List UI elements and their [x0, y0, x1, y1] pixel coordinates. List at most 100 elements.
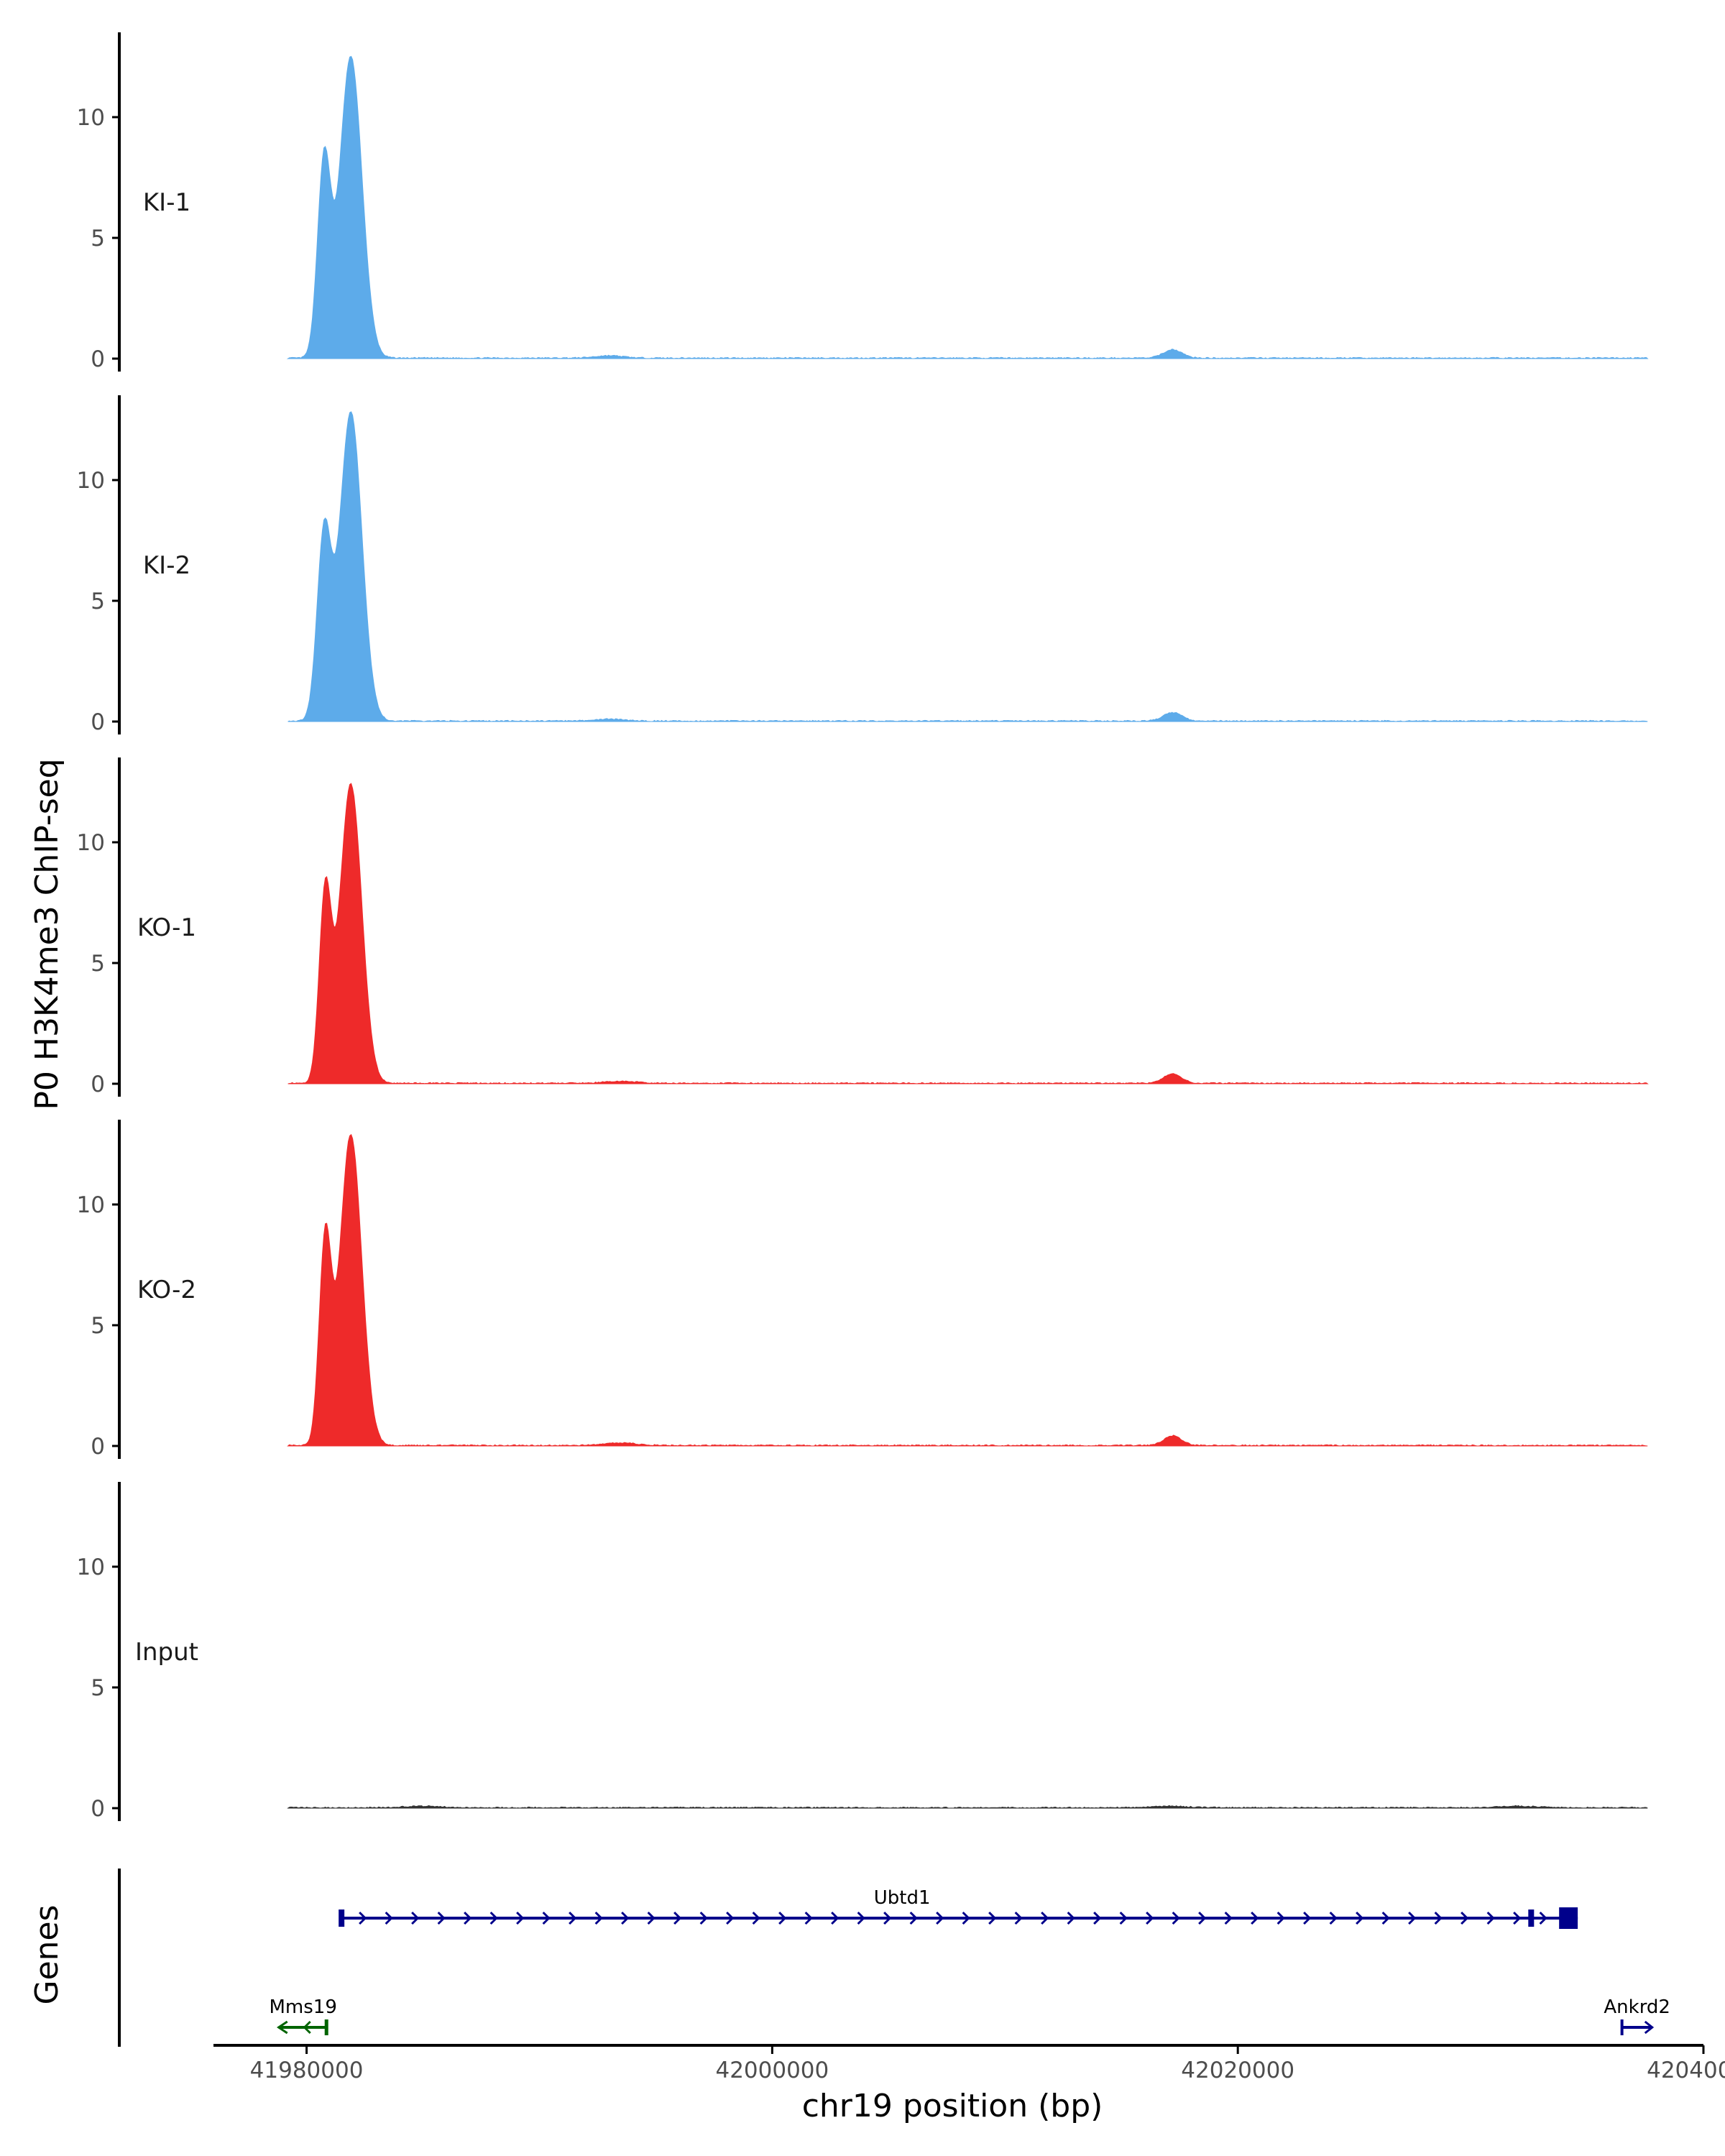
- strand-arrow: [1303, 1911, 1312, 1925]
- strand-arrow: [359, 1911, 367, 1925]
- strand-arrow: [411, 1911, 420, 1925]
- y-tick-label: 10: [77, 1554, 105, 1580]
- track-ki-1: 0 5 10 KI-1: [77, 32, 1649, 372]
- strand-arrow: [831, 1911, 840, 1925]
- signal-area: [286, 55, 1649, 359]
- track-input: 0 5 10 Input: [77, 1482, 1648, 1822]
- signal-tracks: 0 5 10 KI-1 0 5 10 KI-2 0 5 10 KO-1 0 5 10 KO-2 0 5 10 Inpu…: [77, 32, 1649, 1822]
- strand-arrow: [778, 1911, 787, 1925]
- strand-arrow: [936, 1911, 944, 1925]
- strand-arrow: [1408, 1911, 1417, 1925]
- gene-label: Ankrd2: [1604, 1996, 1670, 2018]
- y-tick-label: 5: [91, 951, 105, 977]
- x-axis-title: chr19 position (bp): [802, 2088, 1103, 2124]
- y-tick-label: 0: [91, 1072, 105, 1097]
- strand-arrow: [1356, 1911, 1364, 1925]
- gene-exon: [1528, 1909, 1535, 1927]
- strand-arrow: [569, 1911, 577, 1925]
- strand-arrow: [489, 1911, 498, 1925]
- strand-arrow: [1224, 1911, 1233, 1925]
- strand-arrow: [804, 1911, 813, 1925]
- strand-arrow: [673, 1911, 682, 1925]
- strand-arrow: [385, 1911, 393, 1925]
- strand-arrow: [726, 1911, 735, 1925]
- x-tick-label: 42020000: [1181, 2058, 1294, 2083]
- gene-exon: [1620, 2019, 1624, 2035]
- strand-arrow: [1434, 1911, 1443, 1925]
- gene-annotation-panel: Ubtd1 Mms19 Ankrd2: [118, 1869, 1670, 2047]
- track-label: KI-1: [143, 188, 190, 217]
- y-tick-label: 5: [91, 1313, 105, 1339]
- y-tick-label: 0: [91, 709, 105, 735]
- strand-arrow: [1041, 1911, 1049, 1925]
- gene-label: Mms19: [270, 1996, 337, 2018]
- strand-arrow: [1198, 1911, 1207, 1925]
- strand-arrow: [1146, 1911, 1154, 1925]
- strand-arrow: [516, 1911, 525, 1925]
- strand-arrow: [464, 1911, 472, 1925]
- genes-axis-title: Genes: [29, 1904, 65, 2004]
- x-tick-label: 42000000: [715, 2058, 829, 2083]
- y-tick-label: 0: [91, 1434, 105, 1460]
- strand-arrow: [1486, 1911, 1495, 1925]
- strand-arrow: [1067, 1911, 1075, 1925]
- strand-arrow: [542, 1911, 551, 1925]
- track-ko-1: 0 5 10 KO-1: [77, 757, 1649, 1097]
- track-label: KO-2: [137, 1276, 196, 1304]
- strand-arrow: [988, 1911, 997, 1925]
- strand-arrow: [699, 1911, 708, 1925]
- strand-arrow: [1513, 1911, 1522, 1925]
- strand-arrow: [594, 1911, 603, 1925]
- x-tick-label: 41980000: [250, 2058, 364, 2083]
- track-label: KO-1: [137, 913, 196, 942]
- gene-exon: [324, 2019, 328, 2035]
- strand-arrow: [857, 1911, 865, 1925]
- y-tick-label: 5: [91, 1675, 105, 1701]
- strand-arrow: [1644, 2020, 1655, 2035]
- y-tick-label: 10: [77, 468, 105, 494]
- strand-arrow: [1460, 1911, 1469, 1925]
- gene-exon: [339, 1909, 345, 1927]
- strand-arrow: [1093, 1911, 1102, 1925]
- gene-cds: [1559, 1907, 1578, 1929]
- track-label: KI-2: [143, 551, 190, 580]
- strand-arrow: [437, 1911, 446, 1925]
- strand-arrow: [1539, 1911, 1547, 1925]
- strand-arrow: [276, 2020, 288, 2035]
- strand-arrow: [621, 1911, 630, 1925]
- strand-arrow: [1172, 1911, 1180, 1925]
- y-tick-label: 10: [77, 830, 105, 856]
- track-ko-2: 0 5 10 KO-2: [77, 1120, 1648, 1460]
- y-tick-label: 5: [91, 589, 105, 614]
- strand-arrow: [909, 1911, 918, 1925]
- strand-arrow: [1276, 1911, 1285, 1925]
- strand-arrow: [962, 1911, 970, 1925]
- strand-arrow: [303, 2020, 311, 2035]
- strand-arrow: [752, 1911, 760, 1925]
- gene-mms19: Mms19: [270, 1996, 337, 2035]
- signal-area: [287, 1133, 1648, 1447]
- y-tick-label: 10: [77, 105, 105, 131]
- strand-arrow: [1251, 1911, 1259, 1925]
- signal-area: [287, 1805, 1648, 1809]
- gene-ubtd1: Ubtd1: [339, 1887, 1578, 1929]
- strand-arrow: [1329, 1911, 1338, 1925]
- strand-arrow: [1014, 1911, 1023, 1925]
- y-tick-label: 10: [77, 1192, 105, 1218]
- strand-arrow: [647, 1911, 656, 1925]
- gene-ankrd2: Ankrd2: [1604, 1996, 1670, 2035]
- signal-area: [288, 783, 1649, 1084]
- x-tick-label: 42040000: [1647, 2058, 1725, 2083]
- y-tick-label: 0: [91, 1796, 105, 1822]
- strand-arrow: [1381, 1911, 1390, 1925]
- track-ki-2: 0 5 10 KI-2: [77, 395, 1648, 735]
- strand-arrow: [1119, 1911, 1128, 1925]
- y-tick-label: 5: [91, 226, 105, 252]
- strand-arrow: [883, 1911, 892, 1925]
- signal-area: [288, 411, 1648, 722]
- x-axis: 41980000 42000000 42020000 42040000: [213, 2044, 1725, 2083]
- y-tick-label: 0: [91, 346, 105, 372]
- y-axis-title: P0 H3K4me3 ChIP-seq: [29, 758, 65, 1110]
- gene-label: Ubtd1: [874, 1887, 931, 1909]
